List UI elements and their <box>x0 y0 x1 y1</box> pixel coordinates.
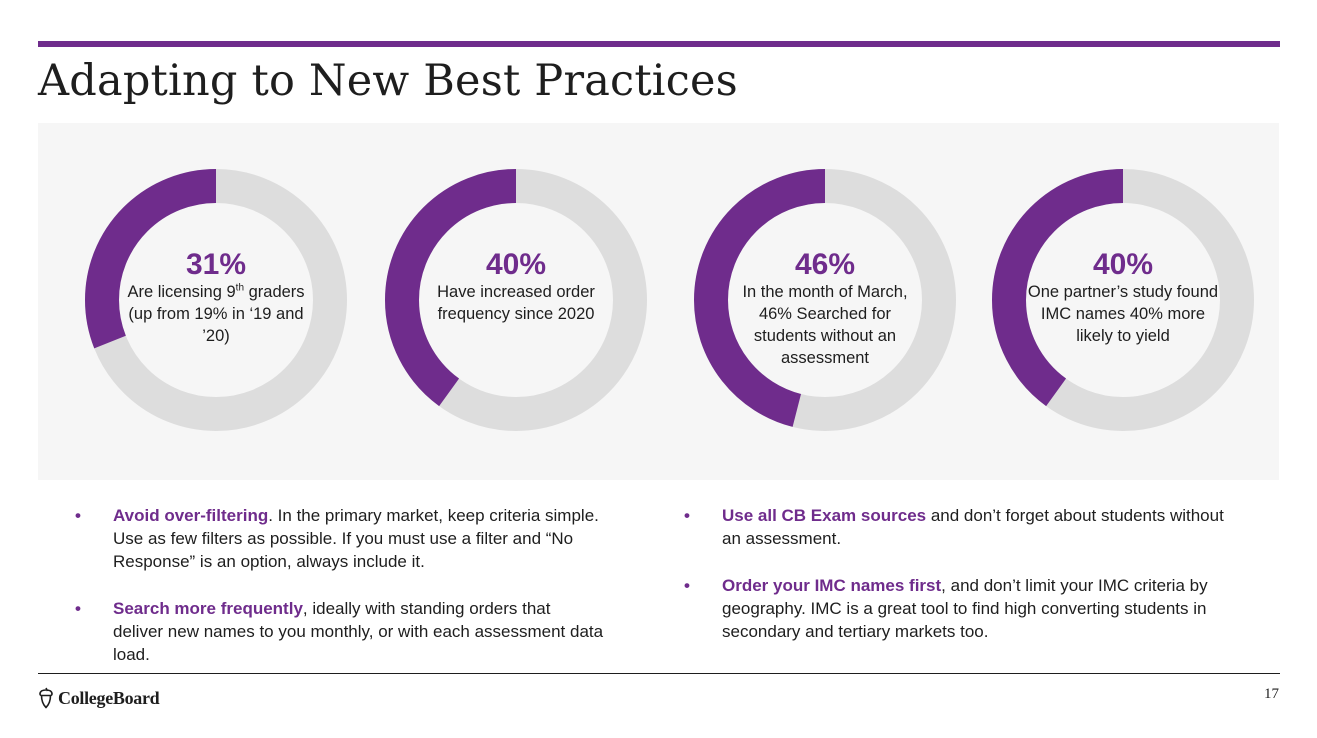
stat-percent: 40% <box>485 248 547 281</box>
stat-donut: 40% Have increased order frequency since… <box>385 169 647 431</box>
stat-caption: In the month of March, 46% Searched for … <box>742 283 908 367</box>
bullet-text: and don’t forget about students without … <box>722 506 1224 548</box>
stat-donut: 40% One partner’s study found IMC names … <box>992 169 1254 431</box>
stat-text: 40% Have increased order frequency since… <box>419 249 613 325</box>
bullet-item: • Search more frequently, ideally with st… <box>75 597 605 666</box>
bullet-highlight: Search more frequently <box>113 599 303 618</box>
footer-rule <box>38 673 1280 674</box>
stat-donut: 46% In the month of March, 46% Searched … <box>694 169 956 431</box>
bullet-list-right: • Use all CB Exam sources and don’t forge… <box>684 504 1229 667</box>
donut-ring <box>694 169 956 431</box>
bullet-highlight: Order your IMC names first <box>722 576 942 595</box>
logo-wordmark: CollegeBoard <box>58 687 160 708</box>
donut-value-arc <box>694 169 956 431</box>
stat-caption: Have increased order frequency since 202… <box>437 283 595 323</box>
stat-caption: One partner’s study found IMC names 40% … <box>1027 283 1219 345</box>
donut-ring <box>85 169 347 431</box>
collegeboard-logo: CollegeBoard <box>37 685 160 711</box>
donut-value-arc <box>385 169 647 431</box>
bullet-item: • Order your IMC names first, and don’t l… <box>684 574 1229 643</box>
bullet-highlight: Use all CB Exam sources <box>722 506 927 525</box>
stat-text: 46% In the month of March, 46% Searched … <box>728 249 922 369</box>
stat-caption: Are licensing 9th graders (up from 19% i… <box>127 282 305 345</box>
stat-text: 31% Are licensing 9th graders (up from 1… <box>119 249 313 347</box>
bullet-item: • Avoid over-filtering. In the primary ma… <box>75 504 605 573</box>
donut-value-arc <box>992 169 1254 431</box>
bullet-dot: • <box>684 506 690 525</box>
page-number: 17 <box>1264 686 1279 702</box>
stat-percent: 46% <box>794 248 856 281</box>
bullet-text: , and don’t limit your IMC criteria by g… <box>722 576 1208 641</box>
bullet-dot: • <box>75 599 81 618</box>
stat-percent: 40% <box>1092 248 1154 281</box>
bullet-list-left: • Avoid over-filtering. In the primary ma… <box>75 504 605 690</box>
stat-percent: 31% <box>185 248 247 281</box>
acorn-icon <box>39 687 53 709</box>
donut-value-arc <box>85 169 347 431</box>
bullet-text: , ideally with standing orders that deli… <box>113 599 604 664</box>
bullet-highlight: Avoid over-filtering <box>113 506 269 525</box>
stat-text: 40% One partner’s study found IMC names … <box>1026 249 1220 347</box>
bullet-item: • Use all CB Exam sources and don’t forge… <box>684 504 1229 550</box>
bullet-text: . In the primary market, keep criteria s… <box>113 506 599 571</box>
bullet-dot: • <box>684 576 690 595</box>
slide-title: Adapting to New Best Practices <box>38 56 738 106</box>
donut-ring <box>992 169 1254 431</box>
stats-panel: 31% Are licensing 9th graders (up from 1… <box>38 123 1279 480</box>
stat-donut: 31% Are licensing 9th graders (up from 1… <box>85 169 347 431</box>
bullet-dot: • <box>75 506 81 525</box>
top-accent-rule <box>38 41 1280 47</box>
donut-ring <box>385 169 647 431</box>
